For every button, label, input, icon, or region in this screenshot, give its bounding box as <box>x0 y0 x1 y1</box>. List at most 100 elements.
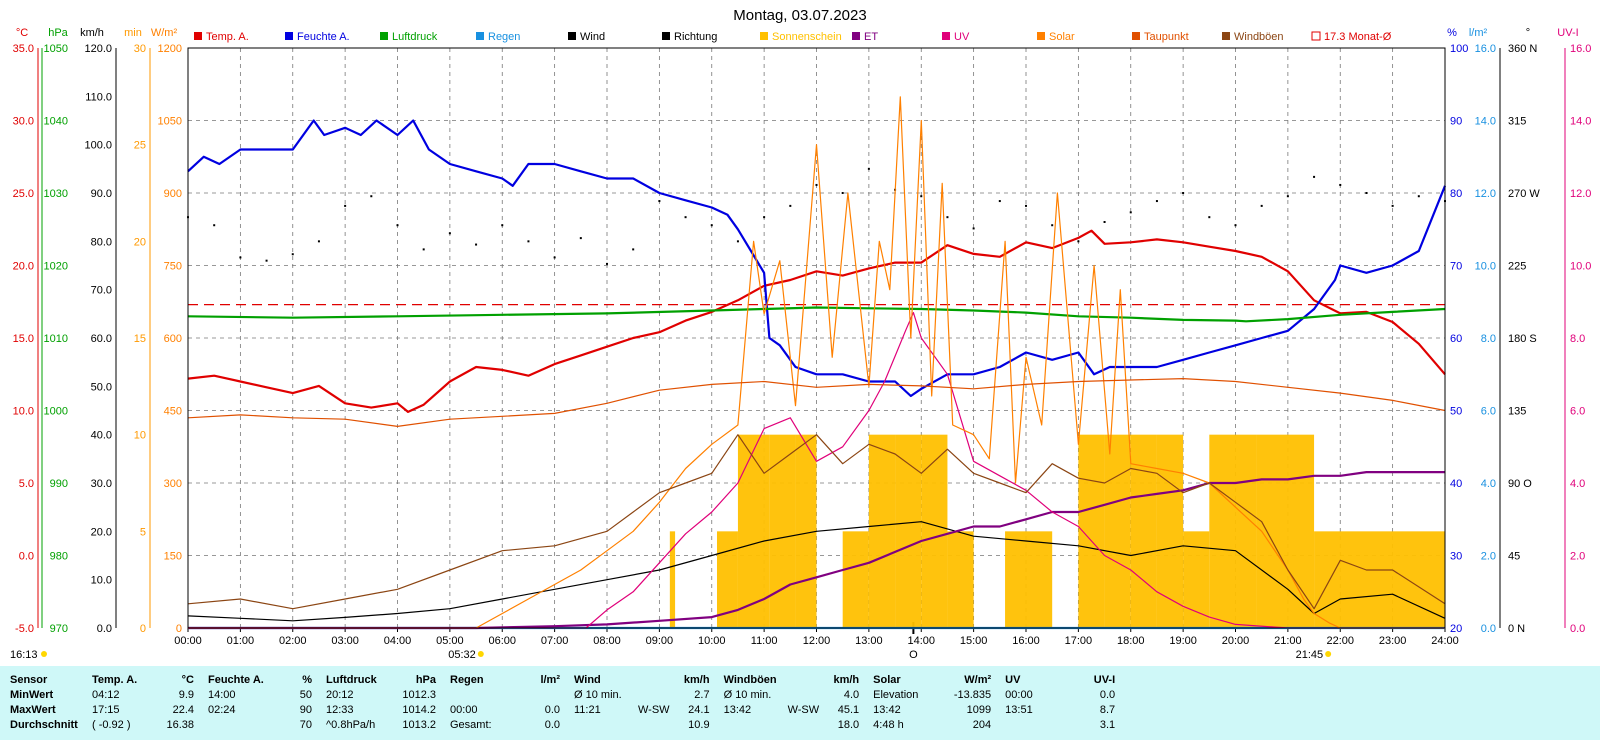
series-windb-en <box>187 434 1446 610</box>
stats-max-temp-time: 17:15 <box>92 703 120 716</box>
stats-max-uv-time: 13:51 <box>1005 703 1033 716</box>
stats-avg-solar-time: 4:48 h <box>873 718 904 731</box>
sunshine-bar <box>769 434 796 628</box>
x-tick-label: 12:00 <box>803 635 831 647</box>
stats-min-gust-time: Ø 10 min. <box>723 688 772 701</box>
stats-avg-row: Durchschnitt ( -0.92 ) 16.38 70 ^0.8hPa/… <box>6 717 1119 732</box>
stats-hum-unit: % <box>302 673 312 686</box>
stats-max-gust-time: 13:42 <box>723 703 752 716</box>
sunshine-bar <box>1156 434 1184 628</box>
humidity-tick-label: 100 <box>1450 43 1468 55</box>
sunshine-bar <box>669 531 676 628</box>
wind-tick-label: 0.0 <box>97 623 112 635</box>
rain-tick-label: 4.0 <box>1481 478 1496 490</box>
sunshine-bar <box>1104 434 1131 628</box>
uv-tick-label: 14.0 <box>1570 116 1591 128</box>
x-tick-label: 24:00 <box>1431 635 1459 647</box>
x-tick-label: 20:00 <box>1222 635 1250 647</box>
wind-tick-label: 70.0 <box>91 285 112 297</box>
stats-avg-gust-val: 18.0 <box>837 718 860 731</box>
uv-tick-label: 2.0 <box>1570 551 1585 563</box>
temp-tick-label: 0.0 <box>19 551 34 563</box>
stats-min-press-time: 20:12 <box>326 688 354 701</box>
legend-swatch <box>942 32 950 40</box>
wind-tick-label: 10.0 <box>91 575 112 587</box>
stats-min-wind-dir <box>634 687 674 702</box>
stats-min-row: MinWert 04:12 9.9 14:00 50 20:12 1012.3 … <box>6 687 1119 702</box>
legend-swatch <box>476 32 484 40</box>
direction-dot <box>736 240 739 243</box>
sunshine-tick-label: 15 <box>134 333 146 345</box>
pressure-tick-label: 1000 <box>44 406 68 418</box>
stats-min-hum-time: 14:00 <box>208 688 236 701</box>
stats-wind-header: Wind <box>574 673 601 686</box>
stats-temp-header: Temp. A. <box>92 673 138 686</box>
x-tick-label: 21:00 <box>1274 635 1302 647</box>
temp-tick-label: 20.0 <box>13 261 34 273</box>
humidity-tick-label: 80 <box>1450 188 1462 200</box>
direction-dot <box>239 256 242 259</box>
stats-avg-label: Durchschnitt <box>10 718 78 731</box>
rain-tick-label: 10.0 <box>1475 261 1496 273</box>
uv-tick-label: 8.0 <box>1570 333 1585 345</box>
x-tick-label: 16:00 <box>1012 635 1040 647</box>
sunshine-bar <box>842 531 869 628</box>
stats-min-press-val: 1012.3 <box>402 688 436 701</box>
stats-max-gust-dir: W-SW <box>787 703 820 716</box>
direction-dot <box>1208 216 1211 219</box>
uv-tick-label: 0.0 <box>1570 623 1585 635</box>
stats-max-rain-time: 00:00 <box>450 703 478 716</box>
pressure-unit-label: hPa <box>48 27 68 39</box>
wind-tick-label: 20.0 <box>91 526 112 538</box>
direction-dot <box>1155 200 1158 203</box>
direction-dot <box>475 243 478 246</box>
sunshine-tick-label: 10 <box>134 430 146 442</box>
sunshine-bar <box>1005 531 1026 628</box>
rain-tick-label: 2.0 <box>1481 551 1496 563</box>
sunshine-bar <box>737 434 770 628</box>
solar-tick-label: 0 <box>176 623 182 635</box>
pressure-tick-label: 1010 <box>44 333 68 345</box>
series-feuchte-a- <box>187 119 1447 398</box>
direction-tick-label: 315 <box>1508 116 1526 128</box>
stats-min-label: MinWert <box>10 688 54 701</box>
legend-swatch <box>662 32 670 40</box>
direction-dot <box>1417 195 1420 198</box>
temp-tick-label: 35.0 <box>13 43 34 55</box>
legend-swatch <box>1037 32 1045 40</box>
direction-dot <box>579 237 582 240</box>
stats-avg-uv-time <box>1001 717 1055 732</box>
solar-tick-label: 900 <box>164 188 182 200</box>
direction-dot <box>867 167 870 170</box>
direction-tick-label: 90 O <box>1508 478 1532 490</box>
stats-max-uv-val: 8.7 <box>1099 703 1116 716</box>
sunshine-bar <box>1256 434 1315 628</box>
sunshine-bar <box>868 434 896 628</box>
legend-label: 17.3 Monat-Ø <box>1324 31 1392 43</box>
solar-tick-label: 1050 <box>158 116 182 128</box>
legend-swatch <box>760 32 768 40</box>
stats-avg-rain-time: Gesamt: <box>450 718 492 731</box>
direction-dot <box>1025 204 1027 207</box>
direction-dot <box>396 224 399 227</box>
legend-label: Richtung <box>674 31 717 43</box>
humidity-tick-label: 50 <box>1450 406 1462 418</box>
legend-swatch <box>1311 31 1321 41</box>
stats-min-solar-time: Elevation <box>873 688 919 701</box>
series-temp-a- <box>187 229 1446 413</box>
stats-max-solar-val: 1099 <box>966 703 992 716</box>
x-tick-label: 15:00 <box>960 635 988 647</box>
x-tick-label: 23:00 <box>1379 635 1407 647</box>
direction-dot <box>920 195 923 198</box>
stats-max-temp-val: 22.4 <box>172 703 194 716</box>
direction-dot <box>370 195 373 198</box>
stats-max-hum-val: 90 <box>299 703 312 716</box>
sunshine-bar <box>1026 531 1053 628</box>
sunshine-bar <box>1209 434 1236 628</box>
direction-dot <box>213 224 216 227</box>
temp-tick-label: 10.0 <box>13 406 34 418</box>
statistics-panel: Sensor Temp. A. °C Feuchte A. % Luftdruc… <box>0 666 1600 740</box>
stats-sensor-header: Sensor <box>10 673 48 686</box>
direction-tick-label: 135 <box>1508 406 1526 418</box>
solar-tick-label: 750 <box>164 261 182 273</box>
